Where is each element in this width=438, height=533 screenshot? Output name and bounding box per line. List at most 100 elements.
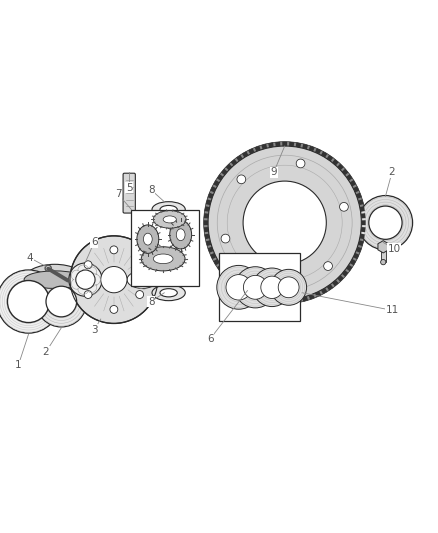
- Ellipse shape: [24, 264, 85, 295]
- Polygon shape: [358, 240, 364, 246]
- Text: 5: 5: [126, 183, 133, 192]
- Polygon shape: [361, 213, 366, 219]
- Polygon shape: [321, 288, 327, 294]
- Text: 6: 6: [91, 237, 98, 247]
- Ellipse shape: [24, 271, 85, 288]
- Polygon shape: [378, 241, 389, 253]
- Circle shape: [101, 266, 127, 293]
- Circle shape: [110, 305, 118, 313]
- Polygon shape: [353, 253, 359, 259]
- Polygon shape: [302, 296, 308, 302]
- Ellipse shape: [170, 221, 191, 249]
- Polygon shape: [213, 259, 219, 265]
- Circle shape: [358, 196, 413, 250]
- Polygon shape: [302, 144, 308, 149]
- Circle shape: [296, 159, 305, 168]
- Polygon shape: [221, 270, 227, 277]
- Circle shape: [208, 146, 361, 300]
- Circle shape: [7, 280, 49, 322]
- Circle shape: [235, 266, 276, 308]
- Bar: [131, 209, 199, 286]
- Circle shape: [369, 206, 402, 239]
- Polygon shape: [205, 206, 210, 212]
- Circle shape: [339, 203, 348, 211]
- Polygon shape: [289, 142, 294, 147]
- Polygon shape: [289, 299, 294, 304]
- Polygon shape: [210, 253, 216, 259]
- Polygon shape: [261, 144, 267, 149]
- Circle shape: [204, 142, 366, 304]
- Circle shape: [69, 263, 102, 296]
- Polygon shape: [254, 294, 261, 300]
- Polygon shape: [346, 174, 353, 181]
- Ellipse shape: [163, 216, 176, 223]
- Circle shape: [36, 276, 87, 327]
- Ellipse shape: [141, 247, 185, 271]
- Polygon shape: [217, 174, 223, 181]
- Circle shape: [237, 175, 246, 184]
- Polygon shape: [204, 213, 208, 219]
- Polygon shape: [242, 151, 248, 158]
- Polygon shape: [248, 148, 254, 154]
- Polygon shape: [206, 240, 211, 246]
- Polygon shape: [346, 265, 353, 271]
- Polygon shape: [361, 227, 366, 232]
- Text: 9: 9: [270, 167, 277, 177]
- Polygon shape: [268, 298, 274, 303]
- Polygon shape: [261, 296, 267, 302]
- Circle shape: [261, 276, 283, 298]
- Circle shape: [136, 290, 144, 298]
- Ellipse shape: [144, 233, 152, 245]
- Ellipse shape: [153, 211, 186, 228]
- Ellipse shape: [127, 264, 158, 295]
- Polygon shape: [327, 155, 333, 161]
- Circle shape: [324, 262, 332, 270]
- Polygon shape: [315, 291, 321, 297]
- Circle shape: [240, 272, 264, 296]
- Polygon shape: [342, 169, 348, 175]
- Polygon shape: [296, 142, 301, 148]
- Polygon shape: [332, 159, 339, 166]
- Polygon shape: [206, 199, 211, 205]
- Polygon shape: [208, 247, 213, 253]
- Polygon shape: [360, 206, 365, 212]
- Polygon shape: [296, 298, 301, 303]
- Polygon shape: [275, 142, 280, 147]
- Circle shape: [244, 276, 267, 299]
- Circle shape: [110, 246, 118, 254]
- Polygon shape: [205, 233, 210, 239]
- Ellipse shape: [176, 229, 185, 241]
- Text: 8: 8: [148, 296, 155, 306]
- FancyBboxPatch shape: [123, 173, 135, 213]
- Bar: [219, 253, 300, 321]
- Polygon shape: [342, 270, 348, 277]
- Text: 7: 7: [115, 189, 122, 199]
- Ellipse shape: [153, 254, 173, 264]
- Polygon shape: [358, 199, 364, 205]
- Polygon shape: [356, 192, 362, 199]
- Polygon shape: [221, 169, 227, 175]
- Circle shape: [76, 270, 95, 289]
- Polygon shape: [242, 288, 248, 294]
- Circle shape: [243, 181, 326, 264]
- Circle shape: [84, 261, 92, 269]
- Circle shape: [0, 270, 60, 333]
- Text: 10: 10: [388, 244, 401, 254]
- Text: 11: 11: [385, 305, 399, 316]
- Circle shape: [253, 268, 291, 306]
- Polygon shape: [236, 284, 243, 290]
- Polygon shape: [208, 192, 213, 199]
- Polygon shape: [282, 142, 287, 146]
- Ellipse shape: [160, 205, 177, 214]
- Polygon shape: [337, 164, 344, 170]
- Circle shape: [278, 277, 299, 298]
- Circle shape: [226, 274, 251, 300]
- Polygon shape: [248, 291, 254, 297]
- Polygon shape: [204, 227, 208, 232]
- Polygon shape: [226, 164, 232, 170]
- Polygon shape: [210, 186, 216, 192]
- Circle shape: [221, 234, 230, 243]
- Polygon shape: [350, 180, 356, 187]
- Polygon shape: [332, 280, 339, 286]
- Polygon shape: [350, 259, 356, 265]
